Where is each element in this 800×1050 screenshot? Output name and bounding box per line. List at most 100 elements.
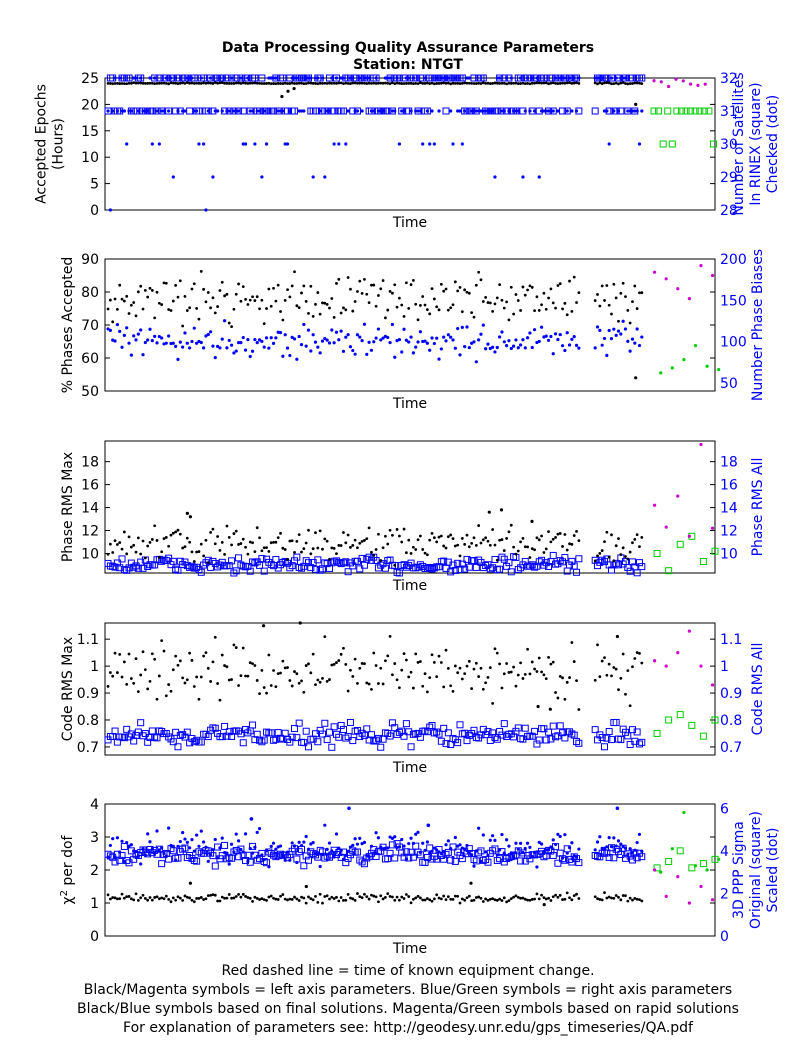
final-right-dot	[348, 845, 353, 849]
final-left-dot	[384, 81, 387, 85]
final-left-dot	[232, 532, 236, 535]
rapid-left-dot	[664, 894, 668, 899]
final-right-dot	[598, 76, 602, 80]
final-right-dot	[162, 109, 166, 113]
final-right-square	[274, 729, 282, 737]
final-left-dot	[400, 82, 404, 85]
final-left-dot	[451, 81, 455, 85]
final-right-square	[377, 743, 385, 751]
final-left-dot	[307, 895, 310, 899]
final-right-dot	[260, 175, 264, 179]
right-tick-label: 200	[720, 252, 747, 268]
final-left-dot	[605, 81, 609, 85]
final-right-square	[500, 720, 508, 728]
final-left-dot	[171, 896, 175, 900]
final-right-square	[573, 855, 581, 863]
final-right-dot	[605, 845, 609, 849]
left-tick-label: 16	[81, 478, 99, 494]
final-right-square	[291, 557, 299, 565]
final-right-square	[442, 740, 450, 748]
final-left-dot	[624, 82, 627, 85]
final-left-dot	[397, 81, 401, 85]
final-left-dot	[148, 679, 152, 683]
final-right-dot	[479, 109, 483, 113]
final-right-dot	[299, 109, 304, 113]
final-left-dot	[188, 540, 192, 544]
final-right-square	[165, 733, 173, 741]
final-left-dot	[321, 901, 324, 905]
final-left-dot	[363, 892, 366, 896]
final-right-square	[321, 854, 329, 862]
rapid-left-dot	[710, 526, 715, 530]
final-right-dot	[169, 341, 173, 346]
final-right-dot	[295, 357, 299, 361]
final-right-dot	[481, 109, 485, 113]
final-left-dot	[155, 539, 159, 542]
final-right-square	[293, 734, 301, 742]
final-right-square	[160, 556, 168, 564]
right-tick-label: 32	[720, 71, 738, 87]
final-left-dot	[507, 899, 511, 903]
final-right-square	[325, 728, 333, 736]
final-left-dot	[425, 690, 429, 694]
final-right-square	[638, 563, 646, 571]
final-left-dot	[437, 896, 441, 900]
final-left-dot	[188, 651, 192, 655]
final-right-dot	[246, 338, 250, 342]
final-left-dot	[530, 547, 534, 551]
final-right-square	[202, 730, 210, 738]
final-right-square	[575, 739, 583, 747]
final-left-dot	[323, 537, 327, 541]
final-left-dot	[311, 898, 315, 902]
final-right-square	[363, 555, 371, 563]
final-left-dot	[204, 897, 208, 901]
final-left-dot	[577, 708, 581, 711]
final-left-dot	[230, 325, 233, 329]
final-left-dot	[265, 307, 268, 310]
final-right-square	[251, 559, 259, 567]
final-left-dot	[460, 897, 464, 901]
final-left-dot	[607, 662, 611, 666]
final-left-dot	[183, 294, 187, 298]
final-right-dot	[344, 142, 348, 146]
final-right-square	[328, 559, 336, 567]
final-right-dot	[530, 345, 534, 350]
final-right-dot	[229, 76, 234, 80]
left-tick-label: 4	[90, 797, 99, 813]
final-left-dot	[283, 548, 287, 551]
x-axis-label: Time	[392, 760, 427, 776]
final-right-dot	[400, 109, 404, 113]
final-right-dot	[181, 830, 185, 835]
final-right-square	[614, 735, 622, 743]
final-left-dot	[283, 666, 287, 670]
final-right-dot	[493, 175, 497, 179]
final-left-dot	[223, 81, 226, 85]
final-right-square	[549, 551, 557, 559]
final-left-dot	[344, 308, 348, 312]
final-left-dot	[190, 550, 194, 554]
final-right-dot	[521, 338, 525, 342]
final-left-dot	[160, 303, 164, 306]
x-axis-label: Time	[392, 941, 427, 957]
final-right-dot	[628, 349, 632, 353]
final-left-dot	[136, 899, 140, 902]
final-right-square	[162, 557, 170, 565]
final-right-dot	[288, 858, 292, 862]
final-left-dot	[516, 895, 520, 899]
data-marks	[104, 621, 719, 751]
final-right-dot	[411, 76, 415, 80]
final-left-dot	[311, 81, 315, 85]
final-right-dot	[264, 848, 269, 853]
final-right-square	[204, 107, 212, 115]
final-right-square	[498, 731, 506, 739]
final-right-square	[489, 847, 497, 855]
final-left-dot	[136, 290, 140, 294]
final-left-dot	[160, 896, 164, 900]
final-right-square	[505, 854, 513, 862]
final-right-dot	[556, 109, 560, 113]
final-left-dot	[269, 894, 273, 898]
final-left-dot	[551, 301, 555, 305]
final-left-dot	[316, 291, 320, 294]
final-right-square	[610, 719, 618, 727]
